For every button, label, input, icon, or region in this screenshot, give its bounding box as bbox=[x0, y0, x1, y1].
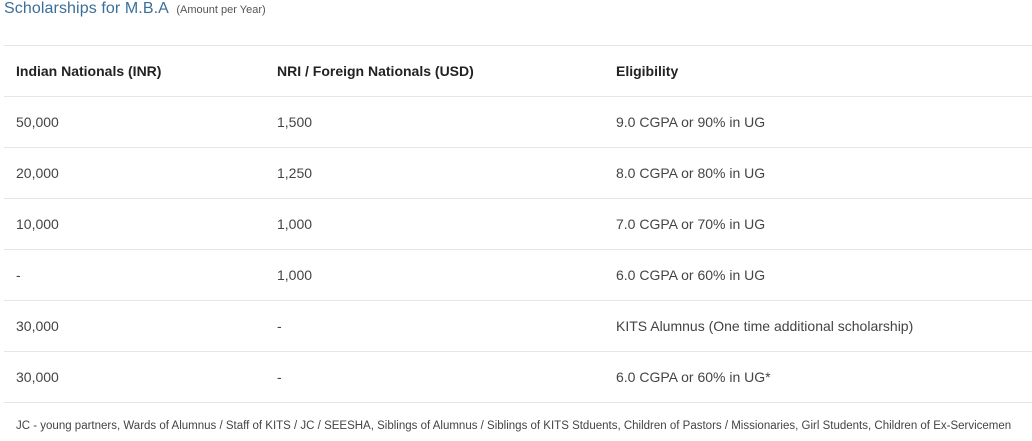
cell-eligibility: KITS Alumnus (One time additional schola… bbox=[604, 300, 1032, 352]
header-nri-foreign-nationals: NRI / Foreign Nationals (USD) bbox=[265, 45, 604, 97]
heading-subtitle: (Amount per Year) bbox=[176, 4, 266, 16]
table-row: 50,000 1,500 9.0 CGPA or 90% in UG bbox=[4, 96, 1032, 148]
cell-usd: 1,000 bbox=[265, 249, 604, 301]
table-row: 10,000 1,000 7.0 CGPA or 70% in UG bbox=[4, 198, 1032, 250]
cell-usd: 1,500 bbox=[265, 96, 604, 148]
scholarship-table: Indian Nationals (INR) NRI / Foreign Nat… bbox=[4, 45, 1032, 403]
table-header-row: Indian Nationals (INR) NRI / Foreign Nat… bbox=[4, 45, 1032, 97]
table-row: 30,000 - 6.0 CGPA or 60% in UG* bbox=[4, 351, 1032, 403]
cell-usd: - bbox=[265, 351, 604, 403]
cell-usd: - bbox=[265, 300, 604, 352]
header-eligibility: Eligibility bbox=[604, 45, 1032, 97]
cell-inr: - bbox=[4, 249, 265, 301]
cell-inr: 50,000 bbox=[4, 96, 265, 148]
cell-eligibility: 6.0 CGPA or 60% in UG* bbox=[604, 351, 1032, 403]
table-row: 20,000 1,250 8.0 CGPA or 80% in UG bbox=[4, 147, 1032, 199]
table-row: - 1,000 6.0 CGPA or 60% in UG bbox=[4, 249, 1032, 301]
cell-usd: 1,000 bbox=[265, 198, 604, 250]
header-indian-nationals: Indian Nationals (INR) bbox=[4, 45, 265, 97]
cell-eligibility: 8.0 CGPA or 80% in UG bbox=[604, 147, 1032, 199]
table-row: 30,000 - KITS Alumnus (One time addition… bbox=[4, 300, 1032, 352]
cell-eligibility: 6.0 CGPA or 60% in UG bbox=[604, 249, 1032, 301]
cell-inr: 30,000 bbox=[4, 351, 265, 403]
section-heading: Scholarships for M.B.A (Amount per Year) bbox=[4, 0, 266, 24]
cell-inr: 20,000 bbox=[4, 147, 265, 199]
footnote: JC - young partners, Wards of Alumnus / … bbox=[16, 420, 1012, 432]
heading-title: Scholarships for M.B.A bbox=[4, 0, 169, 17]
cell-eligibility: 7.0 CGPA or 70% in UG bbox=[604, 198, 1032, 250]
cell-usd: 1,250 bbox=[265, 147, 604, 199]
cell-inr: 30,000 bbox=[4, 300, 265, 352]
cell-inr: 10,000 bbox=[4, 198, 265, 250]
cell-eligibility: 9.0 CGPA or 90% in UG bbox=[604, 96, 1032, 148]
